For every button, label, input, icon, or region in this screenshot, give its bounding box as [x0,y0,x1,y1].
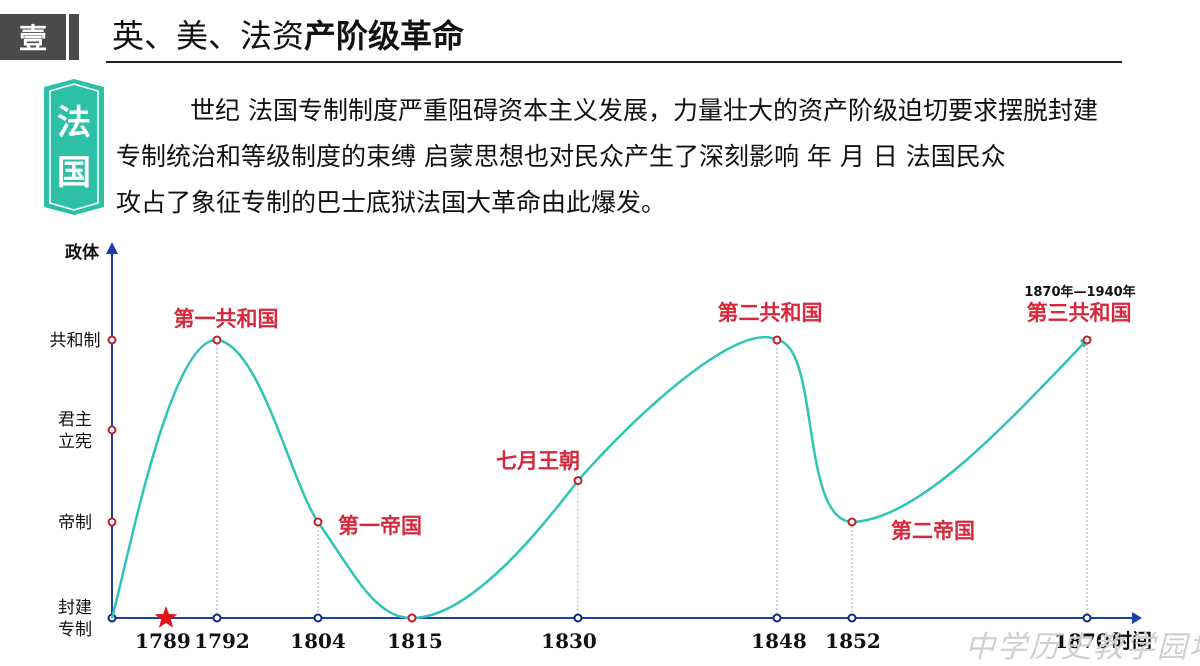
annotation-label: 第一帝国 [338,514,422,538]
annotation-label: 第二帝国 [891,519,975,543]
watermark: 中学历史教学园地 [965,630,1200,665]
x-tick-label: 1852 [825,629,881,653]
data-point [573,476,583,486]
para-line1: 世纪 法国专制制度严重阻碍资本主义发展，力量壮大的资产阶级迫切要求摆脱封建 [190,96,1098,125]
x-tick-label: 1815 [387,629,443,653]
x-tick-label: 1789 [135,629,191,653]
data-point [772,335,782,345]
title-bold: 产阶级革命 [304,17,465,55]
x-axis-title: 时间 [1112,629,1152,653]
intro-paragraph: 世纪 法国专制制度严重阻碍资本主义发展，力量壮大的资产阶级迫切要求摆脱封建 专制… [116,88,1156,226]
annotation-label: 第一共和国 [174,307,279,331]
annotation-label: 第三共和国 [1027,301,1132,325]
x-tick-label: 1792 [194,629,250,653]
france-tag [44,79,104,215]
regime-curve [110,336,1088,620]
y-tick-label: 共和制 [50,331,101,351]
y-axis-title: 政体 [65,242,100,263]
x-tick-marker [573,613,583,623]
period-note: 1870年—1940年 [1024,284,1135,300]
annotation-label: 第二共和国 [718,301,823,325]
title-light: 英、美、法资 [112,17,305,55]
x-axis-arrow [1132,612,1142,624]
header-rule [106,61,1122,63]
para-line2: 专制统治和等级制度的束缚 启蒙思想也对民众产生了深刻影响 年 月 日 法国民众 [116,142,1006,171]
page-title: 英、美、法资产阶级革命 [112,14,464,58]
y-tick-marker [107,425,117,435]
para-line3: 攻占了象征专制的巴士底狱法国大革命由此爆发。 [116,188,667,217]
annotation-label: 七月王朝 [496,449,580,473]
data-point [1082,335,1092,345]
x-tick-marker [212,613,222,623]
y-tick-label: 帝制 [58,513,92,533]
y-axis-arrow [106,242,118,254]
star-icon [154,606,178,628]
data-point [407,613,417,623]
x-tick-label: 1870 [1054,629,1110,653]
data-point [847,517,857,527]
x-tick-label: 1804 [290,629,346,653]
y-tick-label: 封建专制 [58,598,92,640]
badge-bar [69,14,79,60]
y-tick-marker [107,335,117,345]
y-tick-label: 君主立宪 [58,410,92,452]
x-tick-marker [772,613,782,623]
tag-label: 法国 [44,98,104,198]
y-tick-marker [107,517,117,527]
x-tick-label: 1830 [541,629,597,653]
x-tick-marker [313,613,323,623]
section-badge: 壹 [0,14,66,60]
data-point [212,335,222,345]
x-tick-marker [1082,613,1092,623]
tag-line2: 国 [57,153,91,193]
x-tick-label: 1848 [751,629,807,653]
data-point [313,517,323,527]
tag-line1: 法 [57,103,91,143]
x-tick-marker [847,613,857,623]
